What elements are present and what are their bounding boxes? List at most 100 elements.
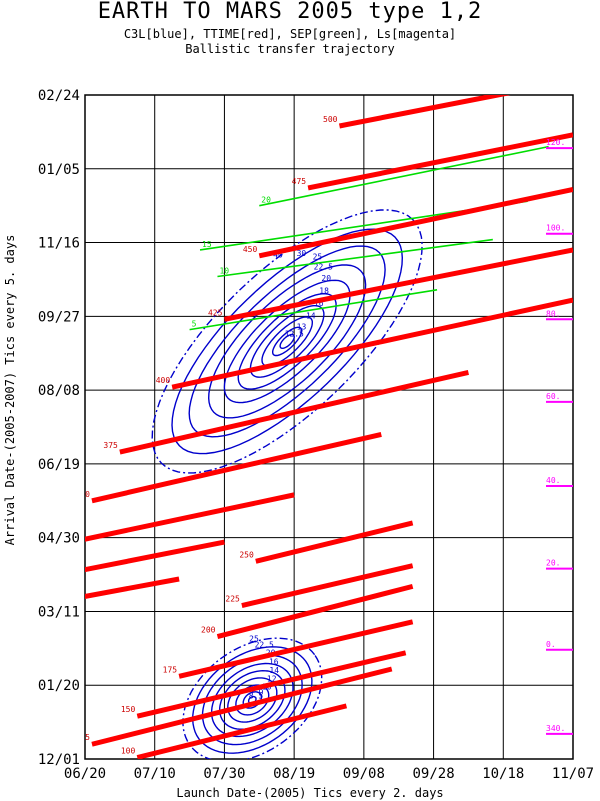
y-tick-label: 06/19 [38,457,80,473]
sep-line [189,288,438,331]
c3l-upper-contour-label: 22.5 [314,262,333,271]
sep-line-label: 10 [219,266,229,275]
ttime-line [171,297,573,390]
c3l-lower-contour-label: 22.5 [255,640,274,649]
x-tick-label: 06/20 [64,766,106,782]
ttime-line-label: 375 [103,441,118,450]
ttime-line-label: 450 [243,245,258,254]
c3l-upper-contour-label: 25 [313,253,323,262]
ls-tick-label: 100. [546,224,565,233]
ttime-line [85,539,225,573]
c3l-lower-contour-label: 12 [267,675,277,684]
ttime-line-label: 425 [208,308,223,317]
ttime-line-label: 100 [121,747,136,756]
ttime-line [223,247,573,322]
grid [84,94,574,760]
x-tick-label: 07/10 [134,766,176,782]
ttime-line [216,583,414,639]
ttime-line [85,492,295,542]
y-tick-label: 04/30 [38,531,80,547]
axes: 06/20 07/10 07/30 08/19 09/08 09/28 10/18 11/07… [38,88,594,782]
ttime-line [91,431,382,504]
ls-tick-label: 120. [546,138,565,147]
c3l-upper-contour [261,316,313,367]
ttime-line [338,95,511,129]
c3l-lower-contour [191,646,313,754]
x-tick-label: 08/19 [273,766,315,782]
chart-title: EARTH TO MARS 2005 type 1,2 [98,0,483,24]
ttime-line-label: 175 [163,665,178,674]
ttime-line-label: 275 [51,589,66,598]
c3l-upper-contour [188,245,386,438]
ls-ticks: 340. 0. 20. 40. 60. 80. 100. 120. [546,138,573,735]
sep-line-label: 20 [261,196,271,205]
ttime-line-label: 500 [323,115,338,124]
chart-subtitle-legend: C3L[blue], TTIME[red], SEP[green], Ls[ma… [124,27,456,41]
ttime-line [255,520,414,564]
ls-tick-label: 0. [546,640,556,649]
ttime-line [258,186,573,259]
ttime-line-label: 125 [76,733,91,742]
ttime-line-label: 475 [292,177,307,186]
c3l-upper-contour-label: 13 [297,322,307,331]
y-tick-label: 08/08 [38,383,80,399]
ttime-line [307,132,573,191]
ttime-line-label: 225 [225,595,240,604]
ttime-line [119,369,469,455]
ttime-line-label: 150 [121,705,136,714]
c3l-upper-contour-label: 40 [273,250,283,259]
sep-lines: 5 10 15 20 [189,145,549,331]
y-tick-label: 12/01 [38,752,80,768]
c3l-upper-contour-label: 16 [314,299,324,308]
ttime-line-label: 350 [76,490,91,499]
c3l-upper-contour-label: 14 [306,311,316,320]
y-tick-label: 11/16 [38,236,80,252]
ttime-line [136,703,348,759]
ls-tick-label: 60. [546,392,560,401]
c3l-lower-contour-label: 25 [249,635,259,644]
y-tick-label: 09/27 [38,309,80,325]
sep-line [259,145,549,207]
c3l-upper-contour-label: 12.5 [285,330,304,339]
ls-tick-label: 80. [546,309,560,318]
c3l-lower-contour-label: 8.5 [249,692,264,701]
ttime-line [85,576,180,599]
c3l-lower-contour-label: 9 [259,688,264,697]
c3l-upper-contour [272,326,303,357]
ttime-line [91,666,393,747]
x-axis-label: Launch Date-(2005) Tics every 2. days [176,786,443,800]
y-axis-label: Arrival Date-(2005-2007) Tics every 5. d… [3,235,17,546]
y-tick-label: 02/24 [38,88,80,104]
c3l-lower-contour [227,677,278,723]
sep-line-label: 15 [202,240,212,249]
ls-tick-label: 340. [546,724,565,733]
ttime-line [136,650,407,719]
c3l-upper-contour [223,279,351,404]
x-tick-label: 07/30 [203,766,245,782]
x-tick-label: 11/07 [552,766,594,782]
ttime-line-label: 400 [156,376,171,385]
c3l-upper-contour-label: 18 [319,287,329,296]
ls-tick-label: 20. [546,559,560,568]
c3l-lower-contour-label: 16 [269,657,279,666]
sep-line-label: 5 [192,320,197,329]
ttime-line-label: 300 [51,562,66,571]
x-tick-label: 09/08 [343,766,385,782]
c3l-upper-contour [151,209,423,474]
ttime-line-label: 200 [201,626,216,635]
x-tick-label: 09/28 [412,766,454,782]
ttime-line [241,563,414,608]
c3l-contours: 12.5131416182022.52530408.59101214162022… [151,209,423,759]
sep-line [217,238,493,278]
ttime-line-label: 250 [239,550,254,559]
c3l-upper-contour [207,264,367,419]
c3l-lower-contour [219,669,286,730]
y-tick-label: 01/05 [38,162,80,178]
chart-subtitle: Ballistic transfer trajectory [185,42,395,56]
c3l-lower-contour-label: 14 [269,666,279,675]
ttime-lines: 5004754504254003753503253002752502252001… [51,95,573,759]
ls-tick-label: 40. [546,476,560,485]
c3l-upper-contour [279,333,295,349]
plot-frame [84,94,574,760]
